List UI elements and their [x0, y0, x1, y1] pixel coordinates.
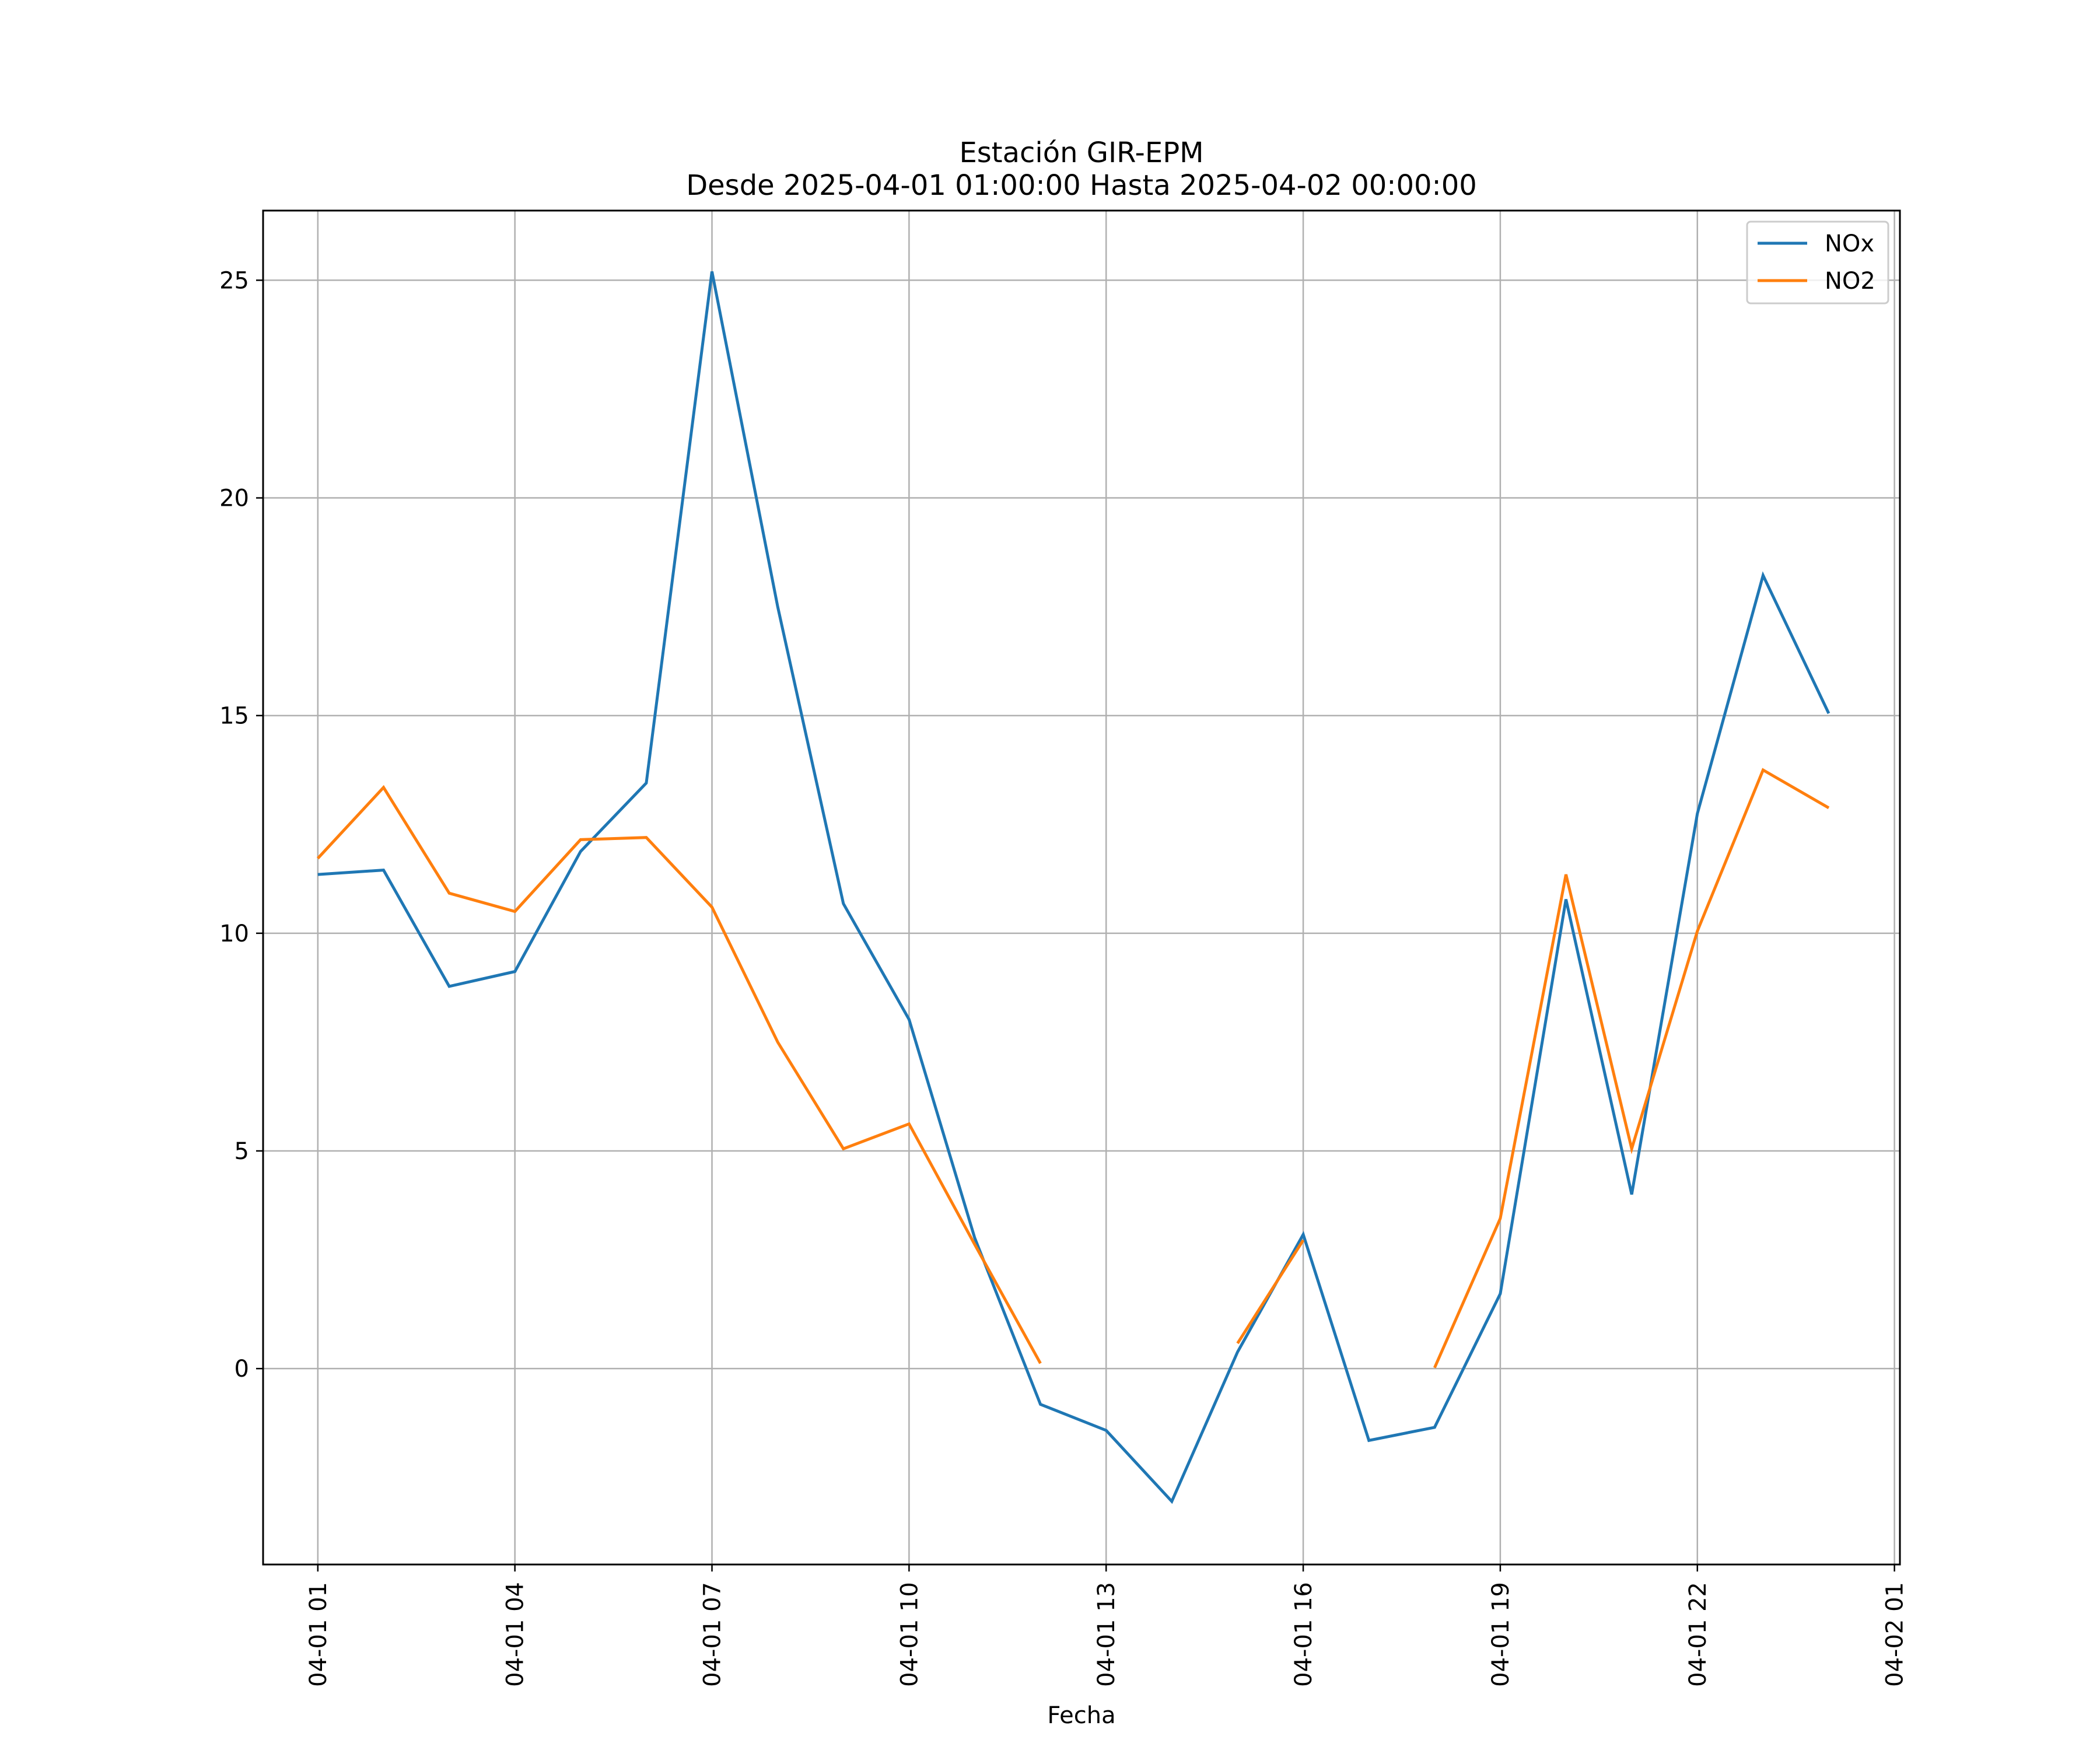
y-tick-label: 10 [219, 921, 249, 947]
x-tick-label: 04-01 22 [1685, 1582, 1712, 1687]
plot-frame [262, 209, 1901, 1566]
series-lines [316, 271, 1831, 1504]
series-line-nox [317, 271, 1831, 1504]
x-tick-label: 04-01 19 [1488, 1582, 1514, 1687]
y-tick-label: 20 [219, 485, 249, 512]
x-tick-label: 04-01 04 [502, 1582, 529, 1687]
series-line-no2 [1236, 1239, 1305, 1345]
x-axis-label: Fecha [1047, 1702, 1115, 1729]
x-axis: 04-01 01 04-01 04 04-01 07 04-01 10 04-01 13… [305, 1564, 1909, 1687]
series-no2 [316, 768, 1830, 1368]
x-tick-label: 04-01 16 [1290, 1582, 1317, 1687]
y-axis: 0 5 10 15 20 25 [219, 267, 263, 1382]
legend-label-no2: NO2 [1825, 268, 1875, 295]
x-tick-label: 04-01 01 [305, 1582, 332, 1687]
y-tick-label: 5 [235, 1138, 249, 1165]
chart-title: Estación GIR-EPM [959, 136, 1203, 169]
y-tick-label: 25 [219, 267, 249, 294]
chart-subtitle: Desde 2025-04-01 01:00:00 Hasta 2025-04-… [686, 169, 1477, 202]
legend: NOx NO2 [1746, 220, 1889, 304]
x-tick-label: 04-02 01 [1882, 1582, 1909, 1687]
y-tick-label: 15 [219, 703, 249, 730]
series-line-no2 [1433, 768, 1830, 1368]
x-tick-label: 04-01 10 [896, 1582, 923, 1687]
series-nox [317, 271, 1831, 1504]
x-tick-label: 04-01 13 [1093, 1582, 1120, 1687]
legend-label-nox: NOx [1825, 230, 1874, 257]
series-line-no2 [316, 785, 1042, 1364]
x-tick-label: 04-01 07 [699, 1582, 726, 1687]
y-tick-label: 0 [235, 1356, 249, 1382]
